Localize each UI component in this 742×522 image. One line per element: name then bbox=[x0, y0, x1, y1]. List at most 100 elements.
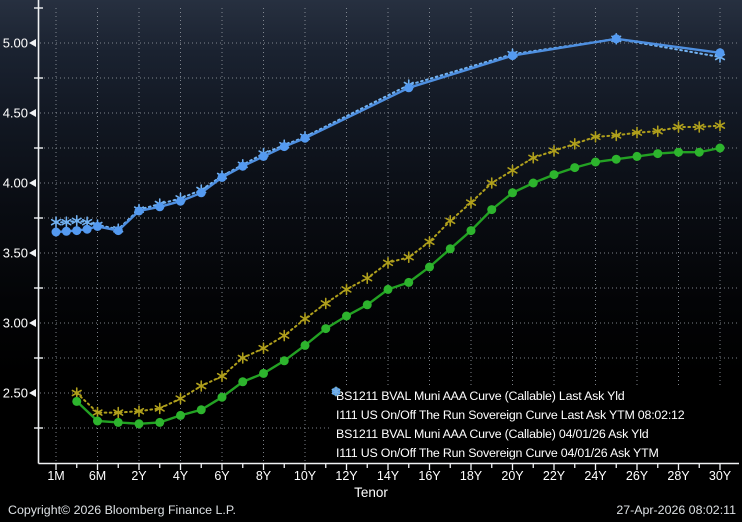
series-marker-muni-0401 bbox=[569, 138, 580, 150]
series-marker-muni-0401 bbox=[486, 177, 497, 189]
series-marker-muni-last bbox=[279, 356, 289, 366]
series-marker-sov-last bbox=[196, 188, 206, 198]
y-major-tick-arrow bbox=[29, 249, 36, 257]
series-marker-muni-last bbox=[217, 392, 227, 402]
series-marker-sov-0401 bbox=[50, 216, 62, 228]
series-marker-muni-0401 bbox=[320, 297, 331, 310]
legend-label: I111 US On/Off The Run Sovereign Curve L… bbox=[336, 407, 685, 422]
series-marker-muni-0401 bbox=[279, 329, 290, 342]
x-tick-label: 22Y bbox=[543, 469, 566, 483]
series-marker-muni-0401 bbox=[258, 342, 269, 354]
y-tick-label: 2.50 bbox=[3, 386, 28, 401]
series-marker-muni-last bbox=[694, 147, 704, 157]
series-marker-muni-0401 bbox=[548, 145, 560, 157]
series-marker-muni-0401 bbox=[216, 370, 228, 382]
x-tick-label: 12Y bbox=[335, 469, 358, 483]
series-marker-muni-0401 bbox=[631, 126, 643, 139]
series-marker-sov-last bbox=[508, 51, 517, 61]
series-marker-muni-last bbox=[466, 226, 476, 236]
series-marker-muni-0401 bbox=[465, 196, 477, 209]
series-marker-muni-last bbox=[674, 147, 683, 157]
series-marker-sov-last bbox=[61, 226, 71, 236]
series-marker-muni-last bbox=[653, 149, 663, 159]
x-tick-label: 18Y bbox=[460, 469, 483, 483]
x-tick-label: 20Y bbox=[501, 469, 524, 483]
y-tick-label: 5.00 bbox=[3, 36, 28, 51]
series-marker-muni-last bbox=[362, 300, 372, 310]
y-major-tick-arrow bbox=[29, 179, 36, 187]
x-tick-label: 6Y bbox=[214, 469, 230, 483]
series-marker-muni-0401 bbox=[237, 352, 248, 364]
series-marker-muni-last bbox=[549, 170, 559, 180]
x-tick-label: 28Y bbox=[667, 469, 690, 483]
x-tick-label: 6M bbox=[89, 469, 106, 483]
series-marker-muni-0401 bbox=[341, 283, 352, 296]
x-tick-label: 2Y bbox=[131, 469, 147, 483]
legend-label: I111 US On/Off The Run Sovereign Curve 0… bbox=[336, 445, 659, 460]
series-marker-sov-last bbox=[279, 142, 289, 152]
series-marker-muni-last bbox=[425, 262, 434, 272]
x-tick-label: 8Y bbox=[256, 469, 272, 483]
legend-item-sov-0401[interactable]: I111 US On/Off The Run Sovereign Curve 0… bbox=[331, 386, 739, 462]
series-marker-muni-last bbox=[404, 277, 414, 287]
series-marker-sov-last bbox=[217, 172, 227, 182]
series-marker-muni-0401 bbox=[133, 405, 145, 417]
y-major-tick-arrow bbox=[29, 39, 36, 47]
series-marker-sov-0401 bbox=[61, 216, 72, 228]
y-tick-label: 4.00 bbox=[3, 176, 28, 191]
series-marker-sov-last bbox=[134, 206, 144, 216]
legend-item-sov-last[interactable]: I111 US On/Off The Run Sovereign Curve L… bbox=[331, 387, 739, 424]
x-tick-label: 24Y bbox=[584, 469, 607, 483]
legend-item-muni-last[interactable]: BS1211 BVAL Muni AAA Curve (Callable) La… bbox=[331, 386, 739, 405]
y-major-tick-arrow bbox=[29, 319, 36, 327]
series-marker-muni-last bbox=[176, 410, 185, 420]
series-marker-muni-0401 bbox=[362, 272, 373, 284]
legend-asterisk-icon bbox=[331, 386, 341, 397]
series-marker-muni-0401 bbox=[590, 131, 601, 143]
x-tick-label: 4Y bbox=[173, 469, 189, 483]
timestamp-text: 27-Apr-2026 08:02:11 bbox=[616, 503, 736, 517]
series-marker-muni-last bbox=[508, 188, 517, 198]
y-tick-label: 3.00 bbox=[3, 316, 28, 331]
series-marker-muni-last bbox=[632, 151, 642, 161]
series-marker-sov-last bbox=[72, 226, 82, 236]
series-marker-muni-0401 bbox=[673, 121, 684, 133]
series-marker-sov-last bbox=[611, 34, 621, 44]
series-marker-muni-0401 bbox=[528, 152, 539, 164]
y-tick-label: 3.50 bbox=[3, 246, 28, 261]
series-marker-sov-0401 bbox=[71, 215, 82, 227]
series-marker-muni-0401 bbox=[92, 406, 103, 419]
series-marker-muni-last bbox=[196, 405, 206, 415]
series-marker-muni-last bbox=[238, 377, 248, 387]
series-marker-muni-last bbox=[155, 417, 165, 427]
series-marker-muni-0401 bbox=[714, 119, 726, 132]
series-marker-sov-last bbox=[82, 224, 92, 234]
y-major-tick-arrow bbox=[29, 389, 36, 397]
series-marker-muni-0401 bbox=[611, 129, 622, 142]
series-marker-muni-0401 bbox=[424, 236, 435, 248]
series-marker-sov-last bbox=[113, 226, 123, 236]
legend-label: BS1211 BVAL Muni AAA Curve (Callable) 04… bbox=[336, 426, 649, 441]
series-marker-sov-last bbox=[93, 221, 102, 231]
x-tick-label: 30Y bbox=[709, 469, 732, 483]
series-marker-muni-last bbox=[611, 154, 621, 164]
series-marker-muni-0401 bbox=[113, 406, 124, 419]
series-marker-muni-0401 bbox=[445, 215, 456, 227]
series-marker-muni-last bbox=[134, 419, 144, 429]
series-marker-muni-last bbox=[383, 284, 393, 294]
series-marker-muni-0401 bbox=[652, 125, 663, 137]
series-marker-sov-last bbox=[715, 48, 725, 58]
series-marker-sov-last bbox=[238, 161, 248, 171]
series-marker-muni-last bbox=[445, 244, 455, 254]
series-marker-muni-last bbox=[72, 396, 82, 406]
series-marker-muni-0401 bbox=[196, 380, 207, 392]
legend-item-muni-0401[interactable]: BS1211 BVAL Muni AAA Curve (Callable) 04… bbox=[331, 386, 739, 443]
series-marker-muni-last bbox=[570, 163, 580, 173]
footer-bar: Copyright© 2026 Bloomberg Finance L.P. 2… bbox=[0, 503, 742, 521]
series-marker-sov-last bbox=[300, 133, 310, 143]
x-axis-title: Tenor bbox=[354, 485, 388, 500]
series-marker-muni-0401 bbox=[403, 251, 414, 263]
series-marker-muni-last bbox=[591, 157, 600, 167]
